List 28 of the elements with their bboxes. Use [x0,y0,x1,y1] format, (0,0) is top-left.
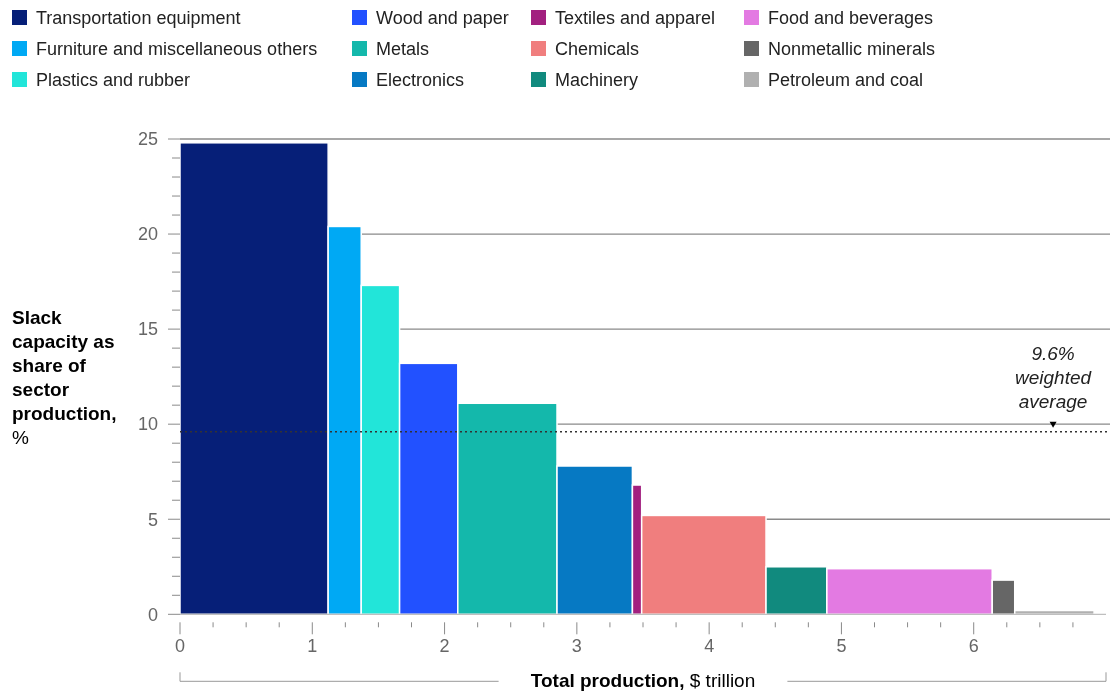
category-label: Furniture and miscellaneous others [36,39,318,59]
x-axis-title: Total production, $ trillion [530,670,756,691]
x-tick-label: 3 [571,636,582,657]
x-tick-label: 6 [968,636,979,657]
y-tick-label: 20 [137,224,158,245]
category-label: Metals [376,39,430,59]
category-label: Nonmetallic minerals [768,39,936,59]
category-label: Wood and paper [376,8,509,28]
y-tick-label: 0 [147,604,158,625]
category-label: Chemicals [555,39,640,59]
category-label: Electronics [376,70,465,90]
y-tick-label: 25 [137,129,158,150]
x-tick-label: 2 [439,636,450,657]
y-tick-label: 15 [137,319,158,340]
category-label: Food and beverages [768,8,934,28]
annotation: 9.6% weighted average [1015,342,1093,412]
y-tick-label: 10 [137,414,158,435]
x-tick-label: 5 [836,636,847,657]
category-label: Petroleum and coal [768,70,924,90]
category-label: Machinery [555,70,639,90]
category-label: Transportation equipment [36,8,241,28]
y-tick-label: 5 [147,509,158,530]
x-tick-label: 4 [704,636,715,657]
y-axis-title: Slack capacity as share of sector production, % [12,307,117,448]
x-tick-label: 1 [307,636,318,657]
x-tick-label: 0 [174,636,186,657]
category-label: Plastics and rubber [36,70,191,90]
category-label: Textiles and apparel [555,8,716,28]
